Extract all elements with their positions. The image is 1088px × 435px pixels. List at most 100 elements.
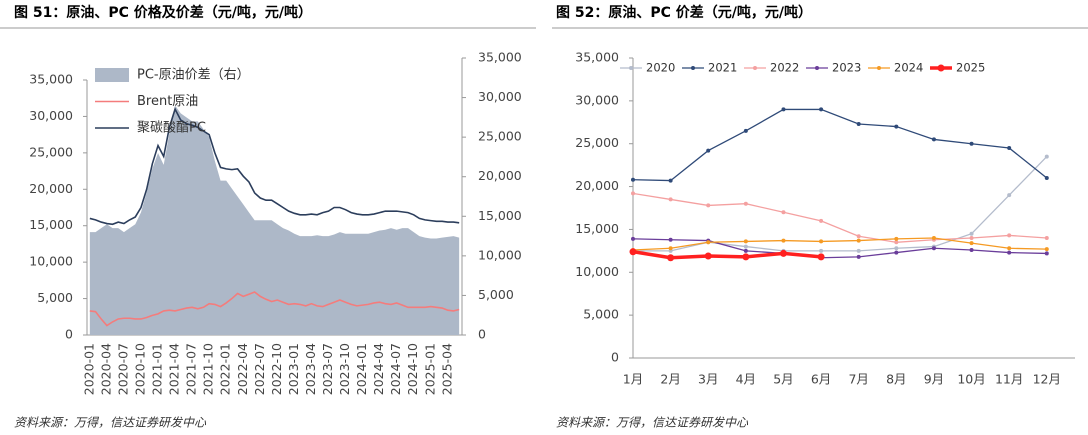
y-tick-label: 20,000 [575,178,619,193]
legend-marker [753,66,757,70]
x-tick-label: 2023-01 [286,343,301,395]
x-tick-label: 2024-01 [354,343,369,395]
point [1044,247,1049,252]
point [1007,233,1012,238]
x-tick-label: 2月 [660,372,680,387]
legend-label: 2023 [832,61,861,75]
y2-tick-label: 30,000 [478,89,522,104]
legend-label: 2021 [708,61,737,75]
x-tick-label: 2022-07 [252,343,267,395]
point [743,128,748,133]
y2-tick-label: 10,000 [478,247,522,262]
y2-tick-label: 15,000 [478,208,522,223]
point [1007,250,1012,255]
point [817,253,825,261]
legend-label: Brent原油 [137,94,198,109]
point [743,244,748,249]
x-tick-label: 2025-01 [422,343,437,395]
x-tick-label: 2020-07 [115,343,130,395]
point [894,240,899,245]
point [969,248,974,252]
x-tick-label: 2020-04 [98,343,113,395]
legend-swatch [95,68,129,82]
point [631,236,635,241]
y-tick-label: 30,000 [575,92,619,107]
point [704,252,712,260]
x-tick-label: 2023-10 [337,343,352,395]
x-tick-label: 4月 [736,372,756,387]
point [1044,236,1049,240]
point [931,246,936,251]
point [631,191,635,196]
x-tick-label: 2022-01 [218,343,233,395]
x-tick-label: 2023-04 [303,343,318,395]
point [779,249,787,257]
y2-tick-label: 35,000 [478,50,522,65]
point [969,241,974,246]
point [706,240,711,245]
y-tick-label: 15,000 [29,217,73,232]
y2-tick-label: 0 [478,327,486,342]
point [743,239,748,244]
x-tick-label: 8月 [886,372,906,387]
legend-label: 2024 [894,61,923,75]
x-tick-label: 12月 [1033,372,1061,387]
x-tick-label: 2024-10 [405,343,420,395]
point [931,236,936,240]
x-tick-label: 2021-04 [167,343,182,395]
x-tick-label: 1月 [623,372,643,387]
x-tick-label: 6月 [811,372,831,387]
point [856,122,861,126]
y-tick-label: 0 [611,350,619,365]
point [894,250,899,255]
series-line [632,249,822,260]
point [706,203,711,208]
x-tick-label: 3月 [698,372,718,387]
legend-marker [877,66,881,70]
point [969,236,974,240]
x-tick-label: 2021-10 [201,343,216,395]
point [856,254,861,259]
point [894,236,899,241]
series-line [632,238,1047,259]
point [856,248,861,253]
x-tick-label: 2024-04 [371,343,386,395]
x-tick-label: 2022-10 [269,343,284,395]
point [668,237,673,242]
point [819,248,824,253]
y-tick-label: 25,000 [575,135,619,150]
point [668,197,673,202]
spread-area [89,105,460,335]
point [819,107,824,112]
y-tick-label: 35,000 [29,72,73,87]
y-tick-label: 20,000 [29,181,73,196]
point [743,248,748,253]
x-tick-label: 2020-01 [81,343,96,395]
x-tick-label: 2021-07 [184,343,199,395]
y2-tick-label: 25,000 [478,129,522,144]
legend-label: 2020 [646,61,675,75]
x-tick-label: 2024-07 [388,343,403,395]
x-tick-label: 2021-01 [150,343,165,395]
x-tick-label: 11月 [995,372,1023,387]
series-line [89,291,460,327]
point [969,231,974,236]
y2-tick-label: 20,000 [478,168,522,183]
point [1007,246,1012,251]
x-tick-label: 2020-10 [132,343,147,395]
point [781,210,786,215]
point [1044,251,1049,256]
x-tick-label: 5月 [773,372,793,387]
y-tick-label: 0 [65,327,73,342]
point [742,253,750,261]
point [856,238,861,243]
y-tick-label: 10,000 [575,264,619,279]
point [668,178,673,183]
source-note: 资料来源：万得，信达证券研发中心 [556,416,749,430]
x-tick-label: 7月 [848,372,868,387]
point [931,137,936,142]
point [1007,146,1012,150]
legend-label: PC-原油价差（右） [137,68,250,83]
series-line [632,237,1047,251]
